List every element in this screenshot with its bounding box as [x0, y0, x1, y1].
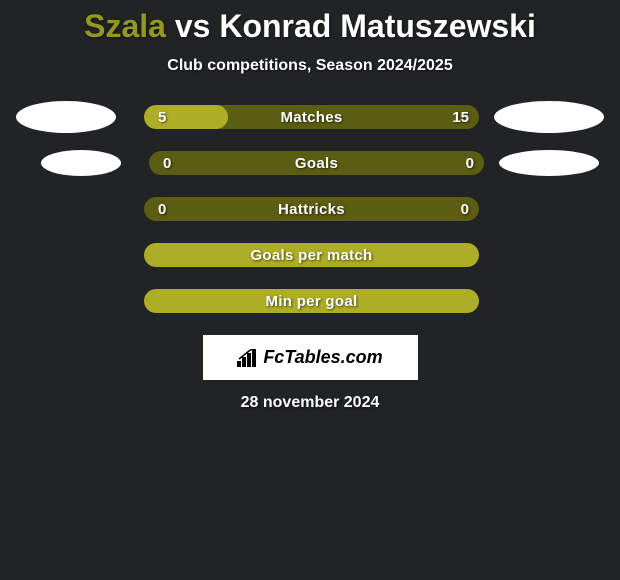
stat-bar: Min per goal — [144, 289, 479, 313]
date-text: 28 november 2024 — [0, 394, 620, 412]
stat-label: Hattricks — [144, 201, 479, 218]
stat-row: 00Hattricks — [0, 197, 620, 221]
brand-chart-icon — [237, 349, 259, 367]
title-player2: Konrad Matuszewski — [219, 8, 536, 44]
player2-avatar — [499, 150, 599, 176]
stat-label: Matches — [144, 109, 479, 126]
stat-label: Goals — [149, 155, 484, 172]
player1-avatar — [41, 150, 121, 176]
stat-row: Min per goal — [0, 289, 620, 313]
player2-avatar — [494, 101, 604, 133]
stats-bars: 515Matches 00Goals 00Hattricks Goals per ma… — [0, 105, 620, 313]
player1-avatar — [16, 101, 116, 133]
stat-label: Min per goal — [144, 293, 479, 310]
comparison-title: Szala vs Konrad Matuszewski — [0, 0, 620, 45]
stat-bar: 00Hattricks — [144, 197, 479, 221]
stat-row: 00Goals — [0, 151, 620, 175]
stat-bar: 00Goals — [149, 151, 484, 175]
brand-badge: FcTables.com — [203, 335, 418, 380]
stat-row: Goals per match — [0, 243, 620, 267]
title-player1: Szala — [84, 8, 166, 44]
stat-bar: 515Matches — [144, 105, 479, 129]
stat-row: 515Matches — [0, 105, 620, 129]
brand-text: FcTables.com — [263, 347, 382, 368]
title-vs: vs — [166, 8, 219, 44]
stat-label: Goals per match — [144, 247, 479, 264]
subtitle: Club competitions, Season 2024/2025 — [0, 57, 620, 75]
stat-bar: Goals per match — [144, 243, 479, 267]
